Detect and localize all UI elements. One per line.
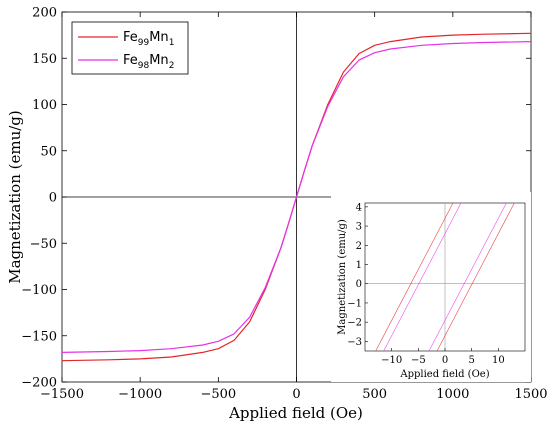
x-axis-ticks: −1500 −1000 −500 0 500 1000 1500 xyxy=(40,12,548,402)
inset-loop-lines xyxy=(375,202,515,352)
legend-entry-fe98mn2: Fe98Mn2 xyxy=(123,53,174,71)
series-line-fe98mn2 xyxy=(61,41,532,353)
inset-y-tick-label: 2 xyxy=(356,241,362,252)
inset-x-tick-label: 0 xyxy=(442,355,448,366)
y-tick-label: −100 xyxy=(21,283,57,298)
legend-box xyxy=(71,21,189,75)
inset-x-tick-label: −10 xyxy=(381,355,402,366)
inset-y-ticks: −3 −2 −1 0 1 2 3 4 xyxy=(347,202,368,348)
x-tick-label: −1500 xyxy=(40,387,84,402)
series-lines xyxy=(61,32,532,362)
inset-y-tick-label: 4 xyxy=(356,202,362,213)
legend-entry-fe99mn1: Fe99Mn1 xyxy=(123,30,174,48)
inset-x-tick-label: −5 xyxy=(411,355,426,366)
inset-y-tick-label: 1 xyxy=(356,260,362,271)
inset-x-ticks: −10 −5 0 5 10 xyxy=(381,348,505,366)
inset-y-tick-label: −2 xyxy=(347,318,362,329)
y-tick-label: −150 xyxy=(21,329,57,344)
y-tick-label: 50 xyxy=(40,144,57,159)
inset-loop-line-fe99mn1 xyxy=(375,202,454,352)
inset-y-tick-label: −1 xyxy=(347,298,362,309)
y-tick-label: 150 xyxy=(32,52,57,67)
inset-y-axis-label: Magnetization (emu/g) xyxy=(337,219,348,335)
x-tick-label: 0 xyxy=(292,387,300,402)
inset-y-tick-label: 3 xyxy=(356,222,362,233)
inset-y-tick-label: 0 xyxy=(356,279,362,290)
x-tick-label: 500 xyxy=(362,387,387,402)
x-tick-label: −1000 xyxy=(118,387,162,402)
inset-loop-line-fe99mn1 xyxy=(436,202,515,352)
legend: Fe99Mn1 Fe98Mn2 xyxy=(71,21,189,75)
inset-loop-line-fe98mn2 xyxy=(383,202,462,352)
y-axis-label: Magnetization (emu/g) xyxy=(6,110,24,284)
inset-x-axis-label: Applied field (Oe) xyxy=(399,369,489,380)
inset-x-tick-label: 5 xyxy=(468,355,474,366)
x-axis-label: Applied field (Oe) xyxy=(228,404,363,422)
x-tick-label: −500 xyxy=(200,387,236,402)
x-tick-label: 1000 xyxy=(436,387,469,402)
inset-zero-lines xyxy=(365,203,525,351)
inset-x-tick-label: 10 xyxy=(492,355,505,366)
y-tick-label: 0 xyxy=(49,191,57,206)
y-tick-label: −200 xyxy=(21,376,57,391)
x-tick-label: 1500 xyxy=(514,387,547,402)
y-tick-label: 200 xyxy=(32,6,57,21)
y-tick-label: −50 xyxy=(30,237,57,252)
y-tick-label: 100 xyxy=(32,98,57,113)
inset-y-tick-label: −3 xyxy=(347,337,362,348)
inset-loop-line-fe98mn2 xyxy=(428,202,507,352)
